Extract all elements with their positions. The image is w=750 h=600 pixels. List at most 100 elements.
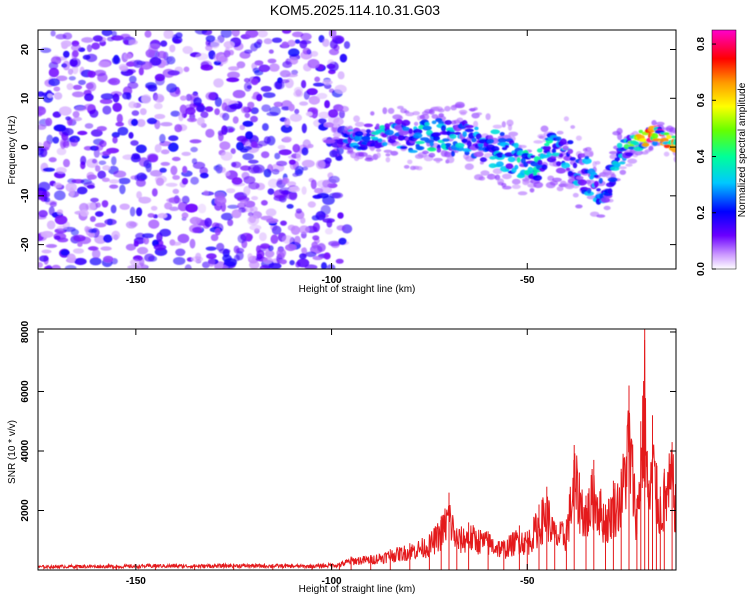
heatmap-signal-cell — [641, 142, 650, 147]
heatmap-signal-cell — [581, 158, 592, 165]
heatmap-signal-cell — [555, 161, 562, 167]
heatmap-noise-cell — [111, 132, 120, 138]
heatmap-noise-cell — [135, 144, 147, 154]
heatmap-noise-cell — [312, 194, 323, 199]
heatmap-noise-cell — [324, 228, 333, 235]
heatmap-halo-cell — [627, 158, 638, 164]
heatmap-noise-cell — [245, 131, 254, 140]
heatmap-noise-cell — [299, 40, 308, 49]
heatmap-halo-cell — [492, 124, 503, 129]
heatmap-noise-cell — [78, 79, 86, 86]
spectrogram-y-label: Frequency (Hz) — [7, 116, 18, 185]
heatmap-noise-cell — [136, 60, 146, 66]
heatmap-noise-cell — [138, 196, 152, 204]
heatmap-signal-cell — [671, 147, 676, 153]
heatmap-noise-cell — [318, 111, 330, 119]
heatmap-halo-cell — [413, 121, 419, 126]
heatmap-noise-cell — [64, 265, 77, 269]
heatmap-noise-cell — [282, 136, 292, 143]
heatmap-noise-cell — [148, 43, 161, 50]
x-tick-label: -150 — [126, 275, 146, 286]
heatmap-noise-cell — [167, 70, 180, 76]
heatmap-noise-cell — [320, 204, 331, 215]
heatmap-noise-cell — [91, 42, 100, 50]
heatmap-noise-cell — [40, 47, 52, 53]
heatmap-noise-cell — [324, 100, 330, 109]
heatmap-noise-cell — [314, 76, 321, 83]
heatmap-noise-cell — [248, 159, 259, 164]
heatmap-noise-cell — [195, 52, 209, 61]
heatmap-noise-cell — [148, 219, 160, 229]
heatmap-signal-cell — [555, 136, 562, 142]
heatmap-noise-cell — [83, 103, 96, 111]
heatmap-noise-cell — [151, 188, 158, 197]
heatmap-halo-cell — [584, 147, 592, 152]
heatmap-noise-cell — [300, 217, 306, 224]
heatmap-noise-cell — [332, 122, 339, 128]
heatmap-signal-cell — [496, 161, 504, 167]
heatmap-halo-cell — [617, 133, 623, 141]
heatmap-noise-cell — [111, 56, 121, 65]
heatmap-signal-cell — [354, 130, 364, 137]
heatmap-signal-cell — [565, 167, 571, 171]
heatmap-noise-cell — [231, 30, 240, 37]
heatmap-halo-cell — [435, 159, 441, 164]
heatmap-noise-cell — [93, 148, 100, 158]
heatmap-noise-cell — [150, 205, 158, 211]
heatmap-noise-cell — [236, 196, 250, 202]
heatmap-noise-cell — [70, 44, 82, 52]
x-tick-label: -50 — [520, 576, 535, 587]
heatmap-noise-cell — [103, 234, 113, 243]
heatmap-halo-cell — [485, 113, 491, 121]
heatmap-noise-cell — [128, 132, 134, 139]
heatmap-signal-cell — [514, 164, 519, 170]
heatmap-halo-cell — [387, 107, 395, 114]
heatmap-noise-cell — [302, 47, 311, 55]
heatmap-signal-cell — [450, 150, 455, 157]
heatmap-noise-cell — [285, 243, 297, 252]
heatmap-halo-cell — [560, 180, 567, 187]
heatmap-noise-cell — [170, 110, 181, 117]
heatmap-noise-cell — [226, 77, 240, 83]
heatmap-signal-cell — [466, 140, 472, 147]
heatmap-signal-cell — [473, 151, 484, 157]
heatmap-noise-cell — [322, 218, 335, 223]
heatmap-noise-cell — [294, 108, 300, 115]
heatmap-noise-cell — [125, 243, 136, 251]
heatmap-signal-cell — [372, 136, 379, 141]
heatmap-signal-cell — [651, 140, 659, 147]
heatmap-signal-cell — [562, 145, 569, 151]
heatmap-signal-cell — [499, 132, 505, 137]
heatmap-noise-cell — [95, 202, 101, 208]
heatmap-noise-cell — [256, 249, 265, 259]
heatmap-halo-cell — [455, 103, 465, 108]
heatmap-halo-cell — [415, 166, 423, 171]
colorbar-ramp — [711, 29, 737, 270]
heatmap-noise-cell — [48, 206, 55, 216]
heatmap-signal-cell — [381, 141, 388, 147]
heatmap-signal-cell — [413, 128, 423, 135]
heatmap-noise-cell — [263, 136, 271, 144]
heatmap-noise-cell — [288, 186, 301, 193]
heatmap-signal-cell — [398, 130, 409, 136]
heatmap-noise-cell — [141, 94, 152, 104]
heatmap-noise-cell — [251, 78, 259, 86]
heatmap-noise-cell — [267, 178, 279, 188]
heatmap-noise-cell — [171, 156, 181, 162]
heatmap-noise-cell — [119, 65, 129, 72]
heatmap-halo-cell — [618, 166, 627, 170]
heatmap-noise-cell — [38, 91, 45, 97]
heatmap-noise-cell — [58, 106, 72, 116]
heatmap-noise-cell — [88, 232, 95, 238]
heatmap-noise-cell — [264, 250, 275, 258]
heatmap-noise-cell — [329, 150, 338, 158]
heatmap-noise-cell — [292, 143, 301, 153]
heatmap-noise-cell — [266, 218, 279, 224]
heatmap-noise-cell — [191, 158, 198, 165]
heatmap-signal-cell — [475, 133, 482, 140]
snr-background — [38, 329, 676, 570]
heatmap-halo-cell — [458, 109, 468, 115]
heatmap-noise-cell — [286, 204, 294, 209]
heatmap-noise-cell — [200, 64, 214, 71]
heatmap-halo-cell — [625, 163, 633, 167]
